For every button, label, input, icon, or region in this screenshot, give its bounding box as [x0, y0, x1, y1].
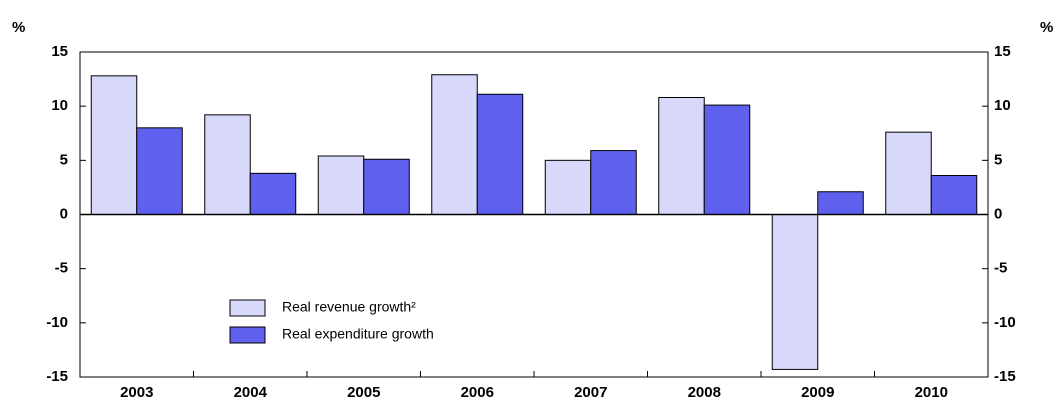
- y2-tick-label: -15: [994, 368, 1016, 385]
- bar: [544, 159, 592, 215]
- bar: [204, 114, 251, 215]
- y-tick-label: 15: [51, 43, 68, 60]
- y-axis-label: %: [12, 19, 25, 36]
- y2-tick-label: 5: [994, 151, 1002, 168]
- y-tick-label: -5: [55, 260, 68, 277]
- bar: [476, 93, 524, 215]
- bar: [431, 74, 478, 215]
- x-tick-label: 2008: [688, 384, 721, 401]
- x-tick-label: 2009: [801, 384, 834, 401]
- bar: [90, 75, 138, 216]
- bar: [703, 104, 751, 215]
- y2-tick-label: 0: [994, 205, 1002, 222]
- legend-swatch: [229, 299, 266, 317]
- legend-swatch: [229, 326, 266, 344]
- legend-label: Real revenue growth²: [282, 299, 416, 315]
- y-tick-label: 10: [51, 97, 68, 114]
- bar: [885, 131, 932, 216]
- bar: [136, 127, 183, 215]
- x-tick-label: 2010: [915, 384, 948, 401]
- bar: [817, 191, 864, 215]
- bar: [590, 150, 637, 215]
- y-tick-label: -15: [46, 368, 68, 385]
- bar: [771, 214, 819, 370]
- x-tick-label: 2007: [574, 384, 607, 401]
- x-tick-label: 2005: [347, 384, 380, 401]
- x-tick-label: 2003: [120, 384, 153, 401]
- bar: [930, 175, 978, 215]
- x-tick-label: 2006: [461, 384, 494, 401]
- bar: [249, 172, 297, 215]
- x-tick-label: 2004: [234, 384, 268, 401]
- y2-tick-label: -10: [994, 314, 1016, 331]
- y-tick-label: 5: [60, 151, 68, 168]
- y-tick-label: 0: [60, 205, 68, 222]
- y-tick-label: -10: [46, 314, 68, 331]
- legend-label: Real expenditure growth: [282, 326, 434, 342]
- bar: [317, 155, 365, 215]
- y2-tick-label: -5: [994, 260, 1007, 277]
- bar: [363, 158, 410, 215]
- y2-axis-label: %: [1040, 19, 1053, 36]
- y2-tick-label: 15: [994, 43, 1011, 60]
- y2-tick-label: 10: [994, 97, 1011, 114]
- bar: [658, 97, 705, 215]
